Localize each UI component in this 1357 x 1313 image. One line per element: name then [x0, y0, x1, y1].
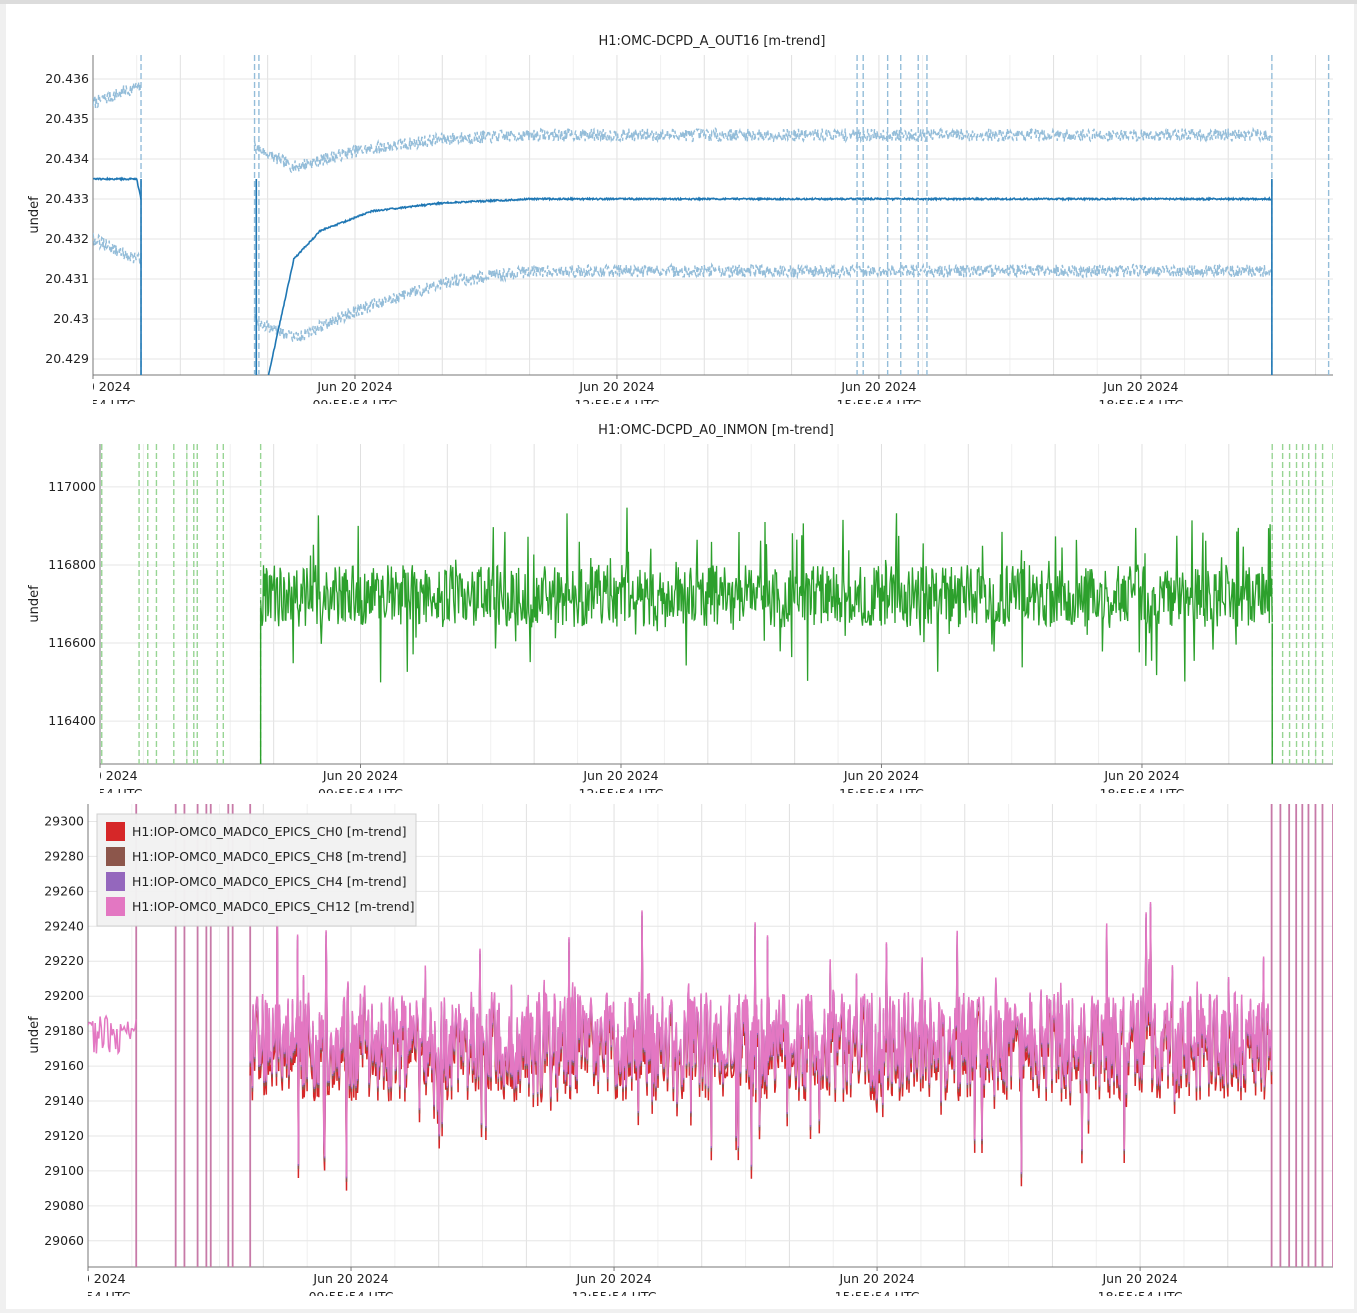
- y-tick-label: 29060: [44, 1233, 84, 1248]
- chart-svg-dcpd-a-out16: H1:OMC-DCPD_A_OUT16 [m-trend] undef 20.4…: [27, 34, 1333, 410]
- x-tick-time: 12:55:54 UTC: [572, 1289, 657, 1304]
- x-tick-time: 09:55:54 UTC: [309, 1289, 394, 1304]
- chart-svg-dcpd-a0-inmon: H1:OMC-DCPD_A0_INMON [m-trend] undef 116…: [27, 423, 1333, 800]
- chart-title: H1:OMC-DCPD_A_OUT16 [m-trend]: [599, 34, 826, 49]
- x-tick-time: 06:55:54 UTC: [46, 1289, 131, 1304]
- series-min-line: [93, 232, 142, 266]
- y-tick-label: 29160: [44, 1058, 84, 1073]
- y-tick-label: 20.433: [45, 191, 89, 206]
- x-tick-date: Jun 20 2024: [54, 379, 130, 394]
- grid-lines: [99, 444, 1333, 764]
- y-tick-label: 29080: [44, 1198, 84, 1213]
- x-tick-date: Jun 20 2024: [1103, 768, 1179, 783]
- y-tick-label: 20.431: [45, 271, 89, 286]
- chart-panel-dcpd-a-out16: H1:OMC-DCPD_A_OUT16 [m-trend] undef 20.4…: [0, 0, 1357, 410]
- x-tick-time: 12:55:54 UTC: [574, 397, 659, 410]
- chart-panel-madc0-epics: undef 29060 29080 29100 29120 29140 29160 2918…: [0, 800, 1357, 1313]
- y-tick-label: 29220: [44, 953, 84, 968]
- x-tick-time: 15:55:54 UTC: [839, 786, 924, 800]
- x-tick-time: 15:55:54 UTC: [836, 397, 921, 410]
- series-min-line: [253, 262, 1273, 342]
- series-pre-gap-line: [88, 1014, 137, 1056]
- y-tick-label: 116400: [48, 713, 96, 728]
- x-tick-time: 18:55:54 UTC: [1100, 786, 1185, 800]
- grid-lines: [92, 55, 1333, 375]
- chart-panel-dcpd-a0-inmon: H1:OMC-DCPD_A0_INMON [m-trend] undef 116…: [0, 410, 1357, 800]
- y-axis-label: undef: [27, 585, 42, 623]
- series-mean-line: [93, 176, 142, 200]
- x-tick-time: 09:55:54 UTC: [313, 397, 398, 410]
- y-tick-label: 20.429: [45, 351, 89, 366]
- series-max-line: [93, 81, 142, 109]
- y-tick-label: 29280: [44, 848, 84, 863]
- legend-entry-label: H1:IOP-OMC0_MADC0_EPICS_CH0 [m-trend]: [132, 824, 407, 839]
- x-tick-date: Jun 20 2024: [322, 768, 398, 783]
- legend-entry-label: H1:IOP-OMC0_MADC0_EPICS_CH12 [m-trend]: [132, 899, 414, 914]
- x-tick-time: 06:55:54 UTC: [58, 786, 143, 800]
- y-tick-label: 20.43: [53, 311, 89, 326]
- x-tick-date: Jun 20 2024: [312, 1271, 388, 1286]
- x-tick-date: Jun 20 2024: [843, 768, 919, 783]
- y-tick-label: 116600: [48, 635, 96, 650]
- y-tick-label: 117000: [48, 479, 96, 494]
- x-tick-date: Jun 20 2024: [575, 1271, 651, 1286]
- plot-area: [101, 444, 1333, 764]
- y-tick-label: 29240: [44, 918, 84, 933]
- y-axis-label: undef: [27, 196, 42, 234]
- legend-box: [96, 813, 417, 927]
- y-tick-label: 29180: [44, 1023, 84, 1038]
- x-tick-date: Jun 20 2024: [1102, 379, 1178, 394]
- x-tick-date: Jun 20 2024: [582, 768, 658, 783]
- series-line-3: [249, 899, 1273, 1177]
- y-tick-label: 29200: [44, 988, 84, 1003]
- x-tick-time: 18:55:54 UTC: [1098, 1289, 1183, 1304]
- x-tick-date: Jun 20 2024: [49, 1271, 125, 1286]
- x-tick-time: 12:55:54 UTC: [579, 786, 664, 800]
- y-tick-label: 29120: [44, 1128, 84, 1143]
- y-tick-label: 29300: [44, 813, 84, 828]
- x-tick-date: Jun 20 2024: [840, 379, 916, 394]
- x-tick-date: Jun 20 2024: [1102, 1271, 1178, 1286]
- y-axis-label: undef: [27, 1016, 42, 1054]
- legend: H1:IOP-OMC0_MADC0_EPICS_CH0 [m-trend] H1:…: [96, 813, 417, 927]
- y-tick-label: 29260: [44, 883, 84, 898]
- legend-entry-label: H1:IOP-OMC0_MADC0_EPICS_CH4 [m-trend]: [132, 874, 407, 889]
- y-tick-label: 29140: [44, 1093, 84, 1108]
- legend-entry-label: H1:IOP-OMC0_MADC0_EPICS_CH8 [m-trend]: [132, 849, 407, 864]
- x-tick-time: 06:55:54 UTC: [51, 397, 136, 410]
- y-tick-label: 20.432: [45, 231, 89, 246]
- series-max-line: [253, 126, 1273, 174]
- x-tick-time: 18:55:54 UTC: [1098, 397, 1183, 410]
- legend-swatch: [106, 847, 125, 866]
- window-top-border: [0, 0, 1357, 4]
- x-tick-time: 09:55:54 UTC: [318, 786, 403, 800]
- legend-swatch: [106, 822, 125, 841]
- chart-title: H1:OMC-DCPD_A0_INMON [m-trend]: [598, 423, 834, 438]
- legend-swatch: [106, 897, 125, 916]
- series-mean-line: [267, 196, 1273, 375]
- x-tick-date: Jun 20 2024: [61, 768, 137, 783]
- x-tick-time: 15:55:54 UTC: [835, 1289, 920, 1304]
- y-tick-label: 20.434: [45, 151, 89, 166]
- x-tick-date: Jun 20 2024: [578, 379, 654, 394]
- legend-swatch: [106, 872, 125, 891]
- y-tick-label: 20.435: [45, 111, 89, 126]
- x-tick-date: Jun 20 2024: [838, 1271, 914, 1286]
- plot-area: [93, 55, 1330, 375]
- chart-svg-madc0-epics: undef 29060 29080 29100 29120 29140 29160 2918…: [27, 804, 1333, 1304]
- x-tick-date: Jun 20 2024: [316, 379, 392, 394]
- y-tick-label: 116800: [48, 557, 96, 572]
- y-tick-label: 20.436: [45, 71, 89, 86]
- series-mean-line: [259, 507, 1273, 683]
- y-tick-label: 29100: [44, 1163, 84, 1178]
